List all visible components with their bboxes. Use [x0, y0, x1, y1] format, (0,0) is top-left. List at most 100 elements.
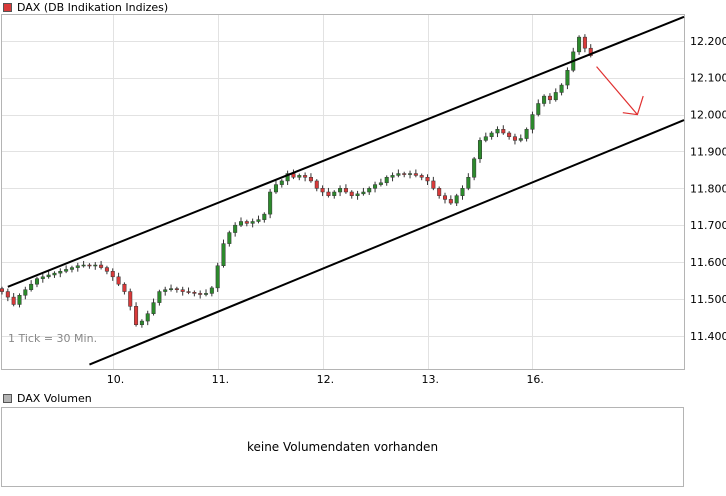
candle — [69, 267, 74, 270]
y-axis-labels: 11.400 11.500 11.600 11.700 11.800 11.900 12.0… — [690, 35, 726, 343]
candle — [192, 292, 197, 294]
candle — [23, 289, 28, 296]
candle — [204, 293, 209, 295]
y-tick-label: 12.200 — [690, 35, 726, 48]
y-tick-label: 11.700 — [690, 219, 726, 232]
x-tick-label: 11. — [212, 373, 230, 386]
candle — [180, 289, 185, 292]
candle — [5, 291, 10, 298]
volume-legend: DAX Volumen — [3, 391, 92, 405]
candle — [215, 265, 220, 289]
price-grid — [2, 15, 684, 369]
candle — [314, 180, 319, 189]
volume-legend-label: DAX Volumen — [17, 391, 92, 405]
y-tick-label: 11.800 — [690, 182, 726, 195]
candle — [221, 243, 226, 266]
candle — [565, 70, 570, 86]
candle — [524, 129, 529, 139]
candle — [256, 219, 261, 222]
x-tick-label: 10. — [107, 373, 125, 386]
candle — [104, 267, 109, 272]
candle — [233, 224, 238, 233]
candle — [227, 232, 232, 244]
candle — [477, 140, 482, 160]
candle — [151, 302, 156, 314]
candle — [303, 175, 308, 178]
channel-lower-line — [89, 119, 685, 366]
candle — [262, 213, 267, 220]
candle — [338, 188, 343, 193]
candle — [308, 177, 313, 182]
annotation-line — [596, 66, 638, 115]
candle — [11, 296, 16, 305]
price-legend-swatch — [3, 2, 12, 12]
candle — [297, 175, 302, 178]
y-tick-label: 11.900 — [690, 145, 726, 158]
x-tick-label: 12. — [317, 373, 335, 386]
candle — [52, 272, 57, 276]
candle — [75, 265, 80, 268]
candle — [553, 92, 558, 101]
candle — [408, 173, 413, 175]
candle — [577, 36, 582, 53]
x-tick-label: 13. — [422, 373, 440, 386]
candle — [17, 295, 22, 305]
candle — [163, 289, 168, 292]
candle — [542, 95, 547, 104]
y-tick-label: 12.000 — [690, 109, 726, 122]
candle — [116, 276, 121, 285]
candle — [373, 184, 378, 189]
candle — [273, 184, 278, 193]
candle — [501, 129, 506, 134]
candle — [443, 195, 448, 200]
candle — [186, 291, 191, 293]
volume-legend-swatch — [3, 393, 12, 403]
volume-empty-message: keine Volumendaten vorhanden — [246, 440, 439, 454]
candle — [343, 188, 348, 193]
candle — [332, 191, 337, 196]
candle — [145, 313, 150, 322]
candle — [285, 173, 290, 182]
candle — [507, 132, 512, 137]
candle — [384, 177, 389, 184]
candle — [110, 271, 115, 278]
candle — [355, 193, 360, 196]
price-legend: DAX (DB Indikation Indizes) — [3, 0, 168, 14]
candle — [367, 188, 372, 193]
price-legend-label: DAX (DB Indikation Indizes) — [17, 0, 169, 14]
candle — [483, 136, 488, 141]
candle — [268, 191, 273, 215]
y-tick-label: 11.400 — [690, 330, 726, 343]
candle — [198, 293, 203, 295]
candle — [425, 177, 430, 182]
volume-panel: keine Volumendaten vorhanden — [1, 407, 684, 487]
y-tick-label: 11.600 — [690, 256, 726, 269]
candle — [244, 221, 249, 224]
candle — [279, 180, 284, 185]
candle — [454, 195, 459, 204]
candle — [46, 274, 51, 278]
candle — [518, 138, 523, 141]
trend-channel — [7, 15, 685, 366]
candle — [0, 288, 4, 292]
channel-upper-line — [7, 15, 685, 288]
candle — [320, 188, 325, 193]
x-axis-labels: 10. 11. 12. 13. 16. — [107, 373, 544, 386]
candle — [582, 36, 587, 49]
candle — [349, 191, 354, 196]
candle — [512, 136, 517, 141]
candle — [169, 288, 174, 290]
candle — [326, 191, 331, 196]
candle — [99, 264, 104, 268]
candle — [209, 287, 214, 294]
candle — [530, 114, 535, 130]
tick-note: 1 Tick = 30 Min. — [8, 332, 97, 345]
candle — [466, 177, 471, 189]
price-chart: 11.400 11.500 11.600 11.700 11.800 11.900 12.0… — [0, 14, 726, 386]
candle — [174, 288, 179, 290]
candle — [361, 191, 366, 195]
candle — [489, 132, 494, 137]
candle — [81, 264, 86, 267]
candle — [460, 188, 465, 196]
candle — [134, 306, 139, 325]
